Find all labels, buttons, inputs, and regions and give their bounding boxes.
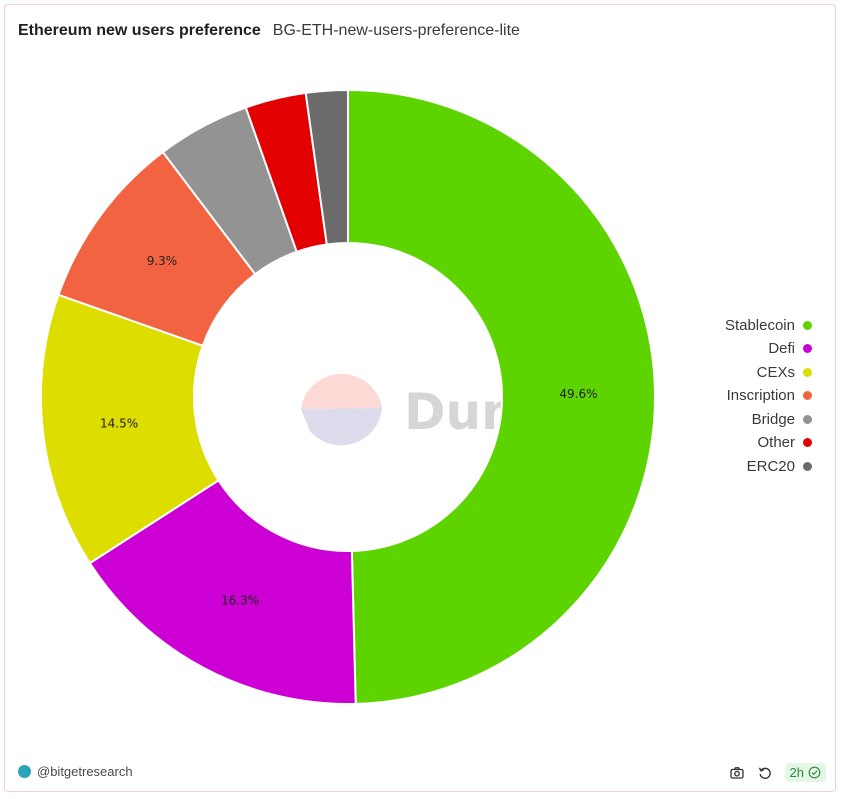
donut-slices bbox=[40, 88, 656, 705]
author-name[interactable]: @bitgetresearch bbox=[37, 764, 133, 779]
refresh-age: 2h bbox=[789, 765, 804, 780]
slice-label-defi: 16.3% bbox=[221, 594, 259, 608]
slice-cexs[interactable] bbox=[40, 293, 220, 565]
slice-erc20[interactable] bbox=[304, 88, 349, 246]
legend-label: Stablecoin bbox=[724, 316, 795, 334]
legend-item-defi[interactable]: Defi bbox=[768, 340, 812, 359]
legend-label: CEXs bbox=[756, 363, 795, 381]
chart-title: Ethereum new users preference bbox=[18, 22, 261, 39]
slice-label-inscription: 9.3% bbox=[147, 254, 178, 268]
footer-author: @bitgetresearch bbox=[18, 764, 133, 779]
legend-item-bridge[interactable]: Bridge bbox=[752, 410, 812, 429]
legend-item-cexs[interactable]: CEXs bbox=[757, 363, 812, 382]
legend-swatch bbox=[803, 414, 812, 424]
slice-label-cexs: 14.5% bbox=[100, 417, 138, 431]
legend-item-erc20[interactable]: ERC20 bbox=[747, 457, 812, 476]
legend-swatch bbox=[803, 438, 812, 448]
slice-label-stablecoin: 49.6% bbox=[559, 387, 597, 401]
check-circle-icon bbox=[808, 766, 821, 779]
chart-header: Ethereum new users preference BG-ETH-new… bbox=[18, 22, 520, 40]
chart-legend: Stablecoin Defi CEXs Inscription Bridge Other… bbox=[725, 316, 812, 476]
legend-swatch bbox=[803, 461, 812, 471]
legend-label: Defi bbox=[768, 340, 795, 358]
legend-label: Bridge bbox=[751, 410, 795, 428]
refresh-icon[interactable] bbox=[757, 765, 773, 781]
legend-label: Other bbox=[757, 434, 795, 452]
query-name[interactable]: BG-ETH-new-users-preference-lite bbox=[272, 22, 520, 39]
legend-label: ERC20 bbox=[746, 457, 795, 475]
avatar bbox=[18, 765, 31, 778]
legend-swatch bbox=[803, 320, 812, 330]
slice-stablecoin[interactable] bbox=[347, 88, 656, 705]
dune-logo-bottom bbox=[301, 408, 382, 446]
refresh-status-badge[interactable]: 2h bbox=[784, 763, 826, 782]
legend-item-other[interactable]: Other bbox=[757, 434, 812, 453]
camera-icon[interactable] bbox=[729, 765, 745, 781]
legend-label: Inscription bbox=[726, 387, 795, 405]
donut-slice-labels: 49.6% 16.3% 14.5% 9.3% bbox=[100, 254, 598, 608]
footer-actions: 2h bbox=[729, 763, 826, 782]
legend-swatch bbox=[803, 344, 812, 354]
legend-item-stablecoin[interactable]: Stablecoin bbox=[725, 316, 812, 335]
dune-logo-top bbox=[301, 373, 382, 409]
legend-item-inscription[interactable]: Inscription bbox=[727, 387, 812, 406]
legend-swatch bbox=[803, 367, 812, 377]
slice-defi[interactable] bbox=[88, 478, 357, 705]
legend-swatch bbox=[803, 391, 812, 401]
